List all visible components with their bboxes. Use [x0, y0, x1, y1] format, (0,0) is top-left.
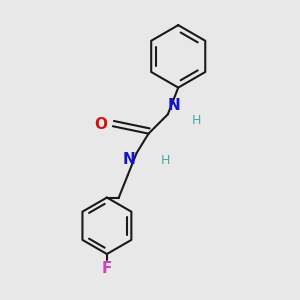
Text: N: N	[168, 98, 181, 113]
Text: H: H	[160, 154, 170, 167]
Text: N: N	[122, 152, 135, 167]
Text: H: H	[192, 114, 201, 127]
Text: F: F	[102, 261, 112, 276]
Text: O: O	[94, 117, 107, 132]
